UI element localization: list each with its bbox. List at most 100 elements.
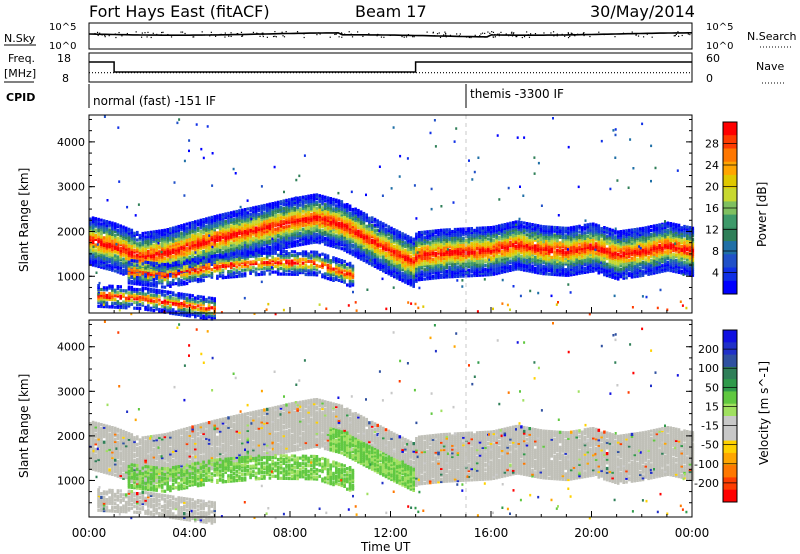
power-cell [393, 233, 396, 237]
power-cell [484, 263, 487, 268]
power-cell [224, 227, 227, 231]
power-cell [434, 270, 438, 274]
power-cell [235, 234, 239, 238]
power-cell [451, 260, 454, 264]
power-cell [478, 249, 482, 253]
power-cell [177, 307, 180, 311]
power-cell [285, 232, 288, 236]
power-cell [136, 230, 139, 235]
power-cell [409, 273, 413, 278]
power-cell [329, 259, 332, 263]
power-cell [412, 265, 415, 270]
power-cell [412, 237, 415, 241]
power-cell [318, 196, 321, 200]
power-cell [357, 216, 360, 220]
power-cell [373, 259, 377, 263]
power-cell [376, 260, 379, 264]
power-cell [199, 316, 203, 320]
power-cell [180, 273, 183, 277]
power-cell [310, 214, 313, 218]
power-cell [202, 246, 205, 250]
power-cell [122, 304, 125, 308]
power-cell [296, 196, 299, 200]
power-cell [166, 229, 169, 234]
power-cell [329, 227, 332, 231]
power-cell [89, 262, 92, 266]
power-cell [323, 199, 327, 203]
power-cell [163, 268, 167, 272]
power-cell [340, 235, 344, 239]
nsearch-point [344, 33, 346, 35]
power-cell [100, 254, 103, 258]
power-cell [290, 229, 294, 233]
power-cell [169, 231, 172, 235]
power-cell [337, 235, 341, 239]
power-cell [149, 283, 153, 288]
power-cell [230, 211, 233, 215]
power-cell [113, 290, 117, 294]
power-cell [147, 287, 150, 291]
power-cell [340, 279, 344, 283]
power-cell [111, 246, 114, 250]
power-cell [194, 313, 197, 317]
power-cell [202, 223, 205, 227]
power-cell [102, 228, 106, 232]
power-cell [213, 316, 216, 320]
power-cell [288, 213, 291, 217]
power-cell [390, 234, 393, 238]
power-cell [376, 236, 379, 240]
power-cell [97, 247, 100, 252]
power-cell [276, 261, 280, 265]
power-cell [205, 226, 208, 230]
power-cell [285, 221, 288, 225]
power-cell [149, 240, 153, 244]
power-cell [171, 234, 175, 238]
power-cell [91, 263, 95, 267]
power-cell [127, 237, 131, 241]
power-cell [329, 210, 332, 214]
power-cell [475, 271, 479, 276]
power-cell [440, 240, 443, 244]
power-cell [136, 242, 139, 246]
power-cell [207, 315, 211, 319]
power-cell [442, 268, 446, 272]
power-cell [321, 223, 324, 227]
power-cell [337, 275, 341, 279]
power-cell [426, 254, 429, 258]
power-cell [288, 230, 291, 234]
power-cell [271, 217, 274, 221]
power-cell [417, 251, 421, 255]
power-cell [359, 221, 363, 225]
power-cell [263, 239, 266, 243]
power-cell [453, 267, 457, 271]
power-cell [185, 293, 189, 297]
power-cell [257, 244, 261, 248]
power-cell [252, 249, 255, 253]
power-cell [296, 232, 299, 236]
power-cell [238, 257, 241, 261]
power-cell [174, 282, 178, 286]
power-cell [169, 232, 172, 237]
power-cell [160, 232, 164, 237]
power-cell [210, 313, 214, 317]
power-cell [227, 234, 230, 238]
power-cell [370, 257, 374, 261]
power-cell [382, 241, 385, 245]
power-cell [315, 219, 319, 223]
power-cell [252, 254, 255, 258]
power-cell [456, 250, 460, 254]
power-cell [376, 245, 379, 249]
power-cell [323, 231, 327, 235]
power-cell [246, 216, 250, 220]
power-cell [97, 261, 100, 265]
power-cell [354, 247, 357, 251]
power-cell [113, 233, 117, 237]
power-cell [481, 239, 485, 243]
power-cell [401, 252, 404, 257]
power-cell [395, 233, 399, 237]
power-cell [111, 223, 114, 227]
power-cell [346, 272, 349, 276]
power-cell [335, 260, 338, 265]
power-cell [448, 233, 451, 237]
power-cell [169, 229, 172, 233]
